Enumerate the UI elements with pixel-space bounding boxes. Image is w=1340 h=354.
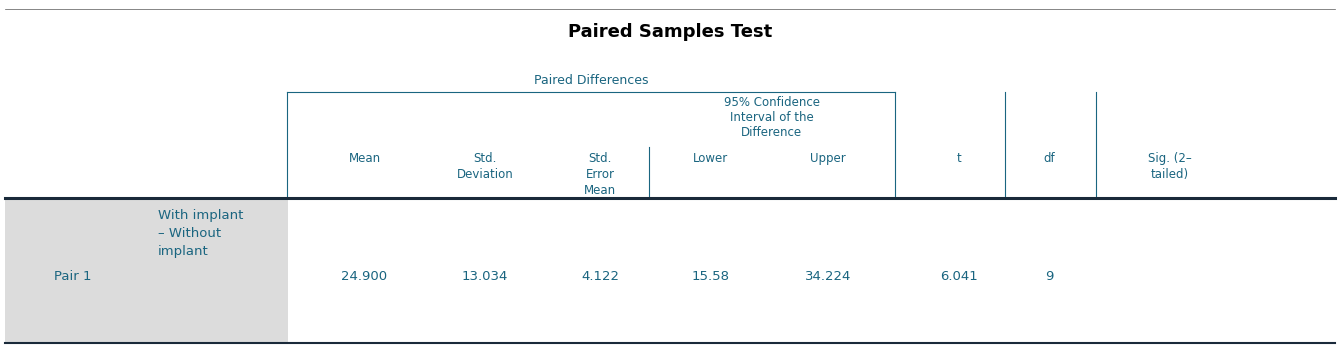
- Text: 24.900: 24.900: [342, 270, 387, 282]
- Text: 34.224: 34.224: [805, 270, 851, 282]
- Text: 9: 9: [1045, 270, 1053, 282]
- Text: t: t: [957, 152, 962, 165]
- Text: 15.58: 15.58: [691, 270, 729, 282]
- Text: 13.034: 13.034: [462, 270, 508, 282]
- Text: 95% Confidence
Interval of the
Difference: 95% Confidence Interval of the Differenc…: [724, 96, 820, 138]
- Text: Paired Samples Test: Paired Samples Test: [568, 23, 772, 41]
- Text: With implant
– Without
implant: With implant – Without implant: [158, 209, 244, 258]
- Text: Paired Differences: Paired Differences: [533, 74, 649, 87]
- Text: Pair 1: Pair 1: [54, 270, 91, 282]
- Text: Upper: Upper: [811, 152, 846, 165]
- Text: Std.
Deviation: Std. Deviation: [457, 152, 513, 181]
- Text: Lower: Lower: [693, 152, 728, 165]
- Text: df: df: [1044, 152, 1055, 165]
- Text: Std.
Error
Mean: Std. Error Mean: [584, 152, 616, 197]
- Text: 6.041: 6.041: [941, 270, 978, 282]
- Text: 4.122: 4.122: [582, 270, 619, 282]
- Bar: [5, 198, 288, 343]
- Text: Sig. (2–
tailed): Sig. (2– tailed): [1148, 152, 1191, 181]
- Text: Mean: Mean: [348, 152, 381, 165]
